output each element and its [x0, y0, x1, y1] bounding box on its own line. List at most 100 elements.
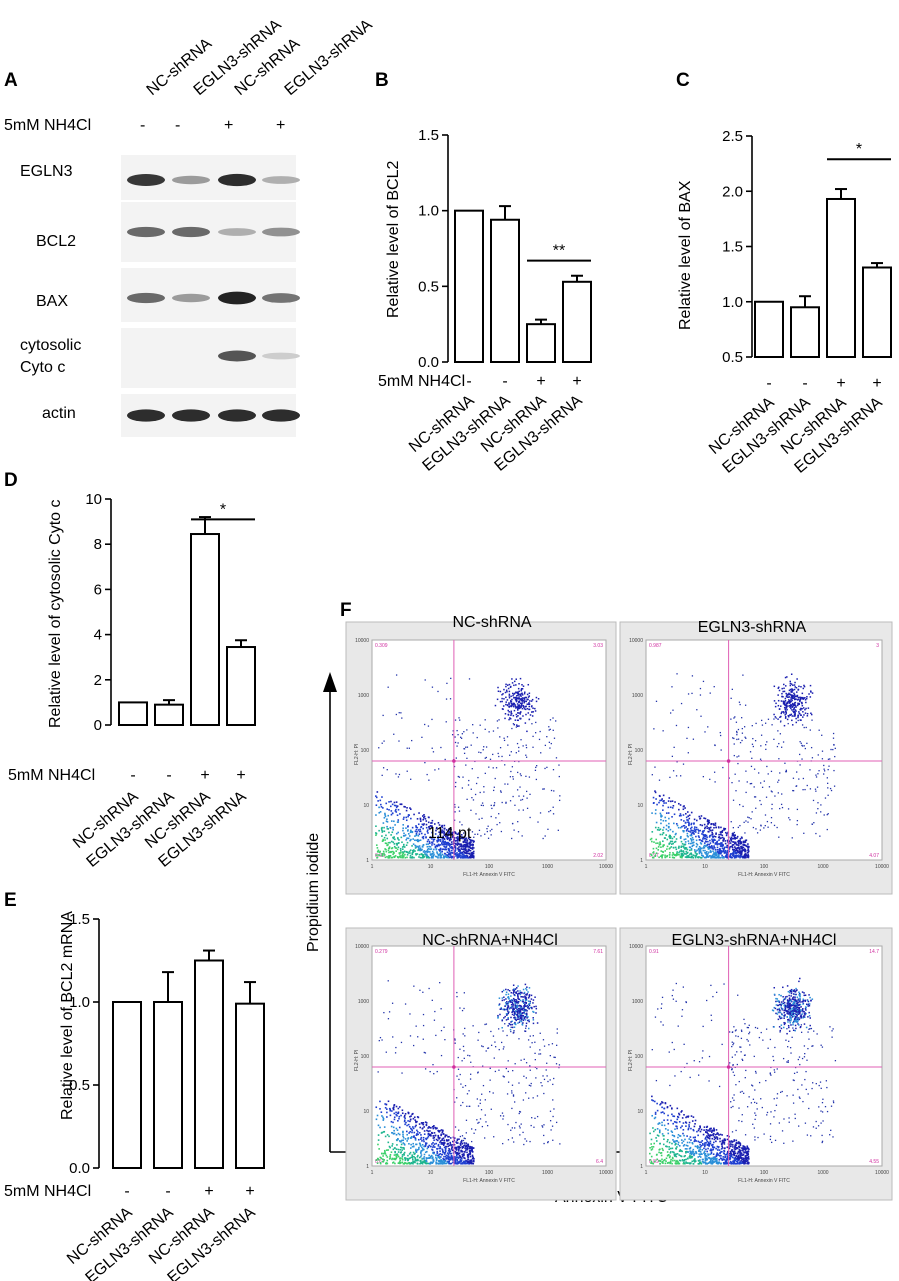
flow-event-dot	[774, 795, 776, 797]
flow-event-dot	[725, 846, 728, 849]
flow-event-dot	[489, 830, 491, 832]
flow-event-dot	[785, 692, 787, 695]
flow-event-dot	[409, 1157, 412, 1159]
flow-event-dot	[387, 686, 389, 688]
flow-event-dot	[723, 848, 725, 850]
flow-event-dot	[493, 1057, 495, 1059]
flow-event-dot	[406, 1157, 409, 1160]
flow-event-dot	[732, 1144, 734, 1146]
flow-event-dot	[470, 744, 472, 746]
flow-event-dot	[424, 853, 426, 856]
flow-event-dot	[456, 1162, 459, 1165]
flow-event-dot	[725, 851, 727, 854]
flow-event-dot	[517, 1022, 519, 1024]
flow-event-dot	[479, 791, 481, 794]
flow-event-dot	[446, 1157, 448, 1159]
flow-event-dot	[785, 769, 787, 771]
flow-event-dot	[429, 851, 431, 853]
flow-event-dot	[444, 1150, 447, 1153]
flow-event-dot	[463, 854, 465, 856]
flow-event-dot	[465, 1145, 468, 1148]
flow-event-dot	[715, 1161, 718, 1163]
flow-event-dot	[516, 703, 519, 705]
flow-event-dot	[505, 998, 507, 1000]
flow-event-dot	[668, 797, 671, 799]
chart-b-sign-4: +	[572, 373, 581, 390]
flow-event-dot	[467, 1156, 470, 1158]
flow-event-dot	[422, 844, 425, 846]
flow-event-dot	[406, 807, 408, 809]
flow-event-dot	[402, 852, 405, 855]
flow-event-dot	[391, 1143, 394, 1145]
flow-event-dot	[548, 741, 551, 743]
flow-event-dot	[419, 817, 422, 820]
flow-event-dot	[665, 824, 668, 827]
flow-event-dot	[413, 1131, 416, 1134]
flow-event-dot	[708, 827, 711, 830]
flow-event-dot	[461, 856, 464, 859]
flow-event-dot	[409, 839, 411, 842]
flow-event-dot	[719, 842, 722, 844]
flow-event-dot	[697, 1134, 699, 1137]
flow-event-dot	[698, 1128, 700, 1130]
flow-event-dot	[447, 1139, 450, 1141]
flow-event-dot	[515, 726, 518, 728]
flow-event-dot	[654, 826, 657, 829]
flow-event-dot	[464, 848, 466, 851]
flow-event-dot	[455, 781, 457, 784]
flow-event-dot	[658, 779, 661, 781]
flow-event-dot	[452, 836, 454, 839]
flow-event-dot	[498, 719, 500, 721]
flow-plot-3-ytick: 100	[361, 1054, 370, 1060]
flow-event-dot	[462, 1139, 465, 1142]
flow-event-dot	[688, 842, 690, 845]
flow-event-dot	[401, 1149, 403, 1151]
flow-event-dot	[544, 767, 546, 770]
blot-band-3-3	[218, 291, 256, 305]
flow-event-dot	[439, 1147, 442, 1150]
flow-plot-3-xtick: 10000	[599, 1170, 613, 1176]
flow-event-dot	[457, 1145, 459, 1148]
flow-event-dot	[393, 1147, 396, 1149]
flow-event-dot	[497, 686, 499, 689]
flow-event-dot	[511, 727, 513, 730]
flow-event-dot	[387, 828, 390, 830]
flow-event-dot	[436, 851, 438, 853]
flow-event-dot	[716, 1132, 719, 1134]
flow-event-dot	[424, 1052, 427, 1054]
flow-event-dot	[651, 1146, 653, 1148]
flow-event-dot	[509, 800, 512, 802]
flow-event-dot	[424, 852, 426, 854]
flow-event-dot	[379, 1036, 382, 1039]
flow-event-dot	[383, 740, 385, 742]
flow-event-dot	[393, 804, 396, 807]
flow-event-dot	[403, 1148, 405, 1150]
flow-event-dot	[543, 1045, 546, 1047]
flow-event-dot	[703, 856, 706, 859]
flow-event-dot	[543, 1092, 545, 1095]
flow-event-dot	[720, 826, 722, 829]
flow-event-dot	[531, 715, 534, 717]
flow-event-dot	[526, 703, 528, 705]
flow-event-dot	[457, 847, 459, 850]
flow-event-dot	[536, 1022, 539, 1024]
flow-event-dot	[710, 1159, 712, 1162]
flow-event-dot	[387, 849, 390, 852]
flow-event-dot	[431, 838, 433, 840]
flow-event-dot	[668, 856, 671, 859]
flow-event-dot	[383, 830, 386, 833]
flow-event-dot	[468, 1153, 470, 1155]
flow-event-dot	[552, 769, 555, 771]
flow-event-dot	[485, 1050, 487, 1052]
flow-event-dot	[702, 1144, 704, 1146]
flow-event-dot	[669, 1162, 671, 1165]
flow-event-dot	[393, 733, 395, 735]
flow-event-dot	[528, 994, 531, 997]
flow-event-dot	[515, 1121, 517, 1124]
flow-event-dot	[658, 829, 661, 831]
flow-event-dot	[402, 1147, 405, 1149]
flow-event-dot	[469, 843, 471, 845]
flow-event-dot	[708, 855, 711, 857]
flow-event-dot	[508, 1008, 511, 1010]
flow-event-dot	[521, 1008, 524, 1011]
